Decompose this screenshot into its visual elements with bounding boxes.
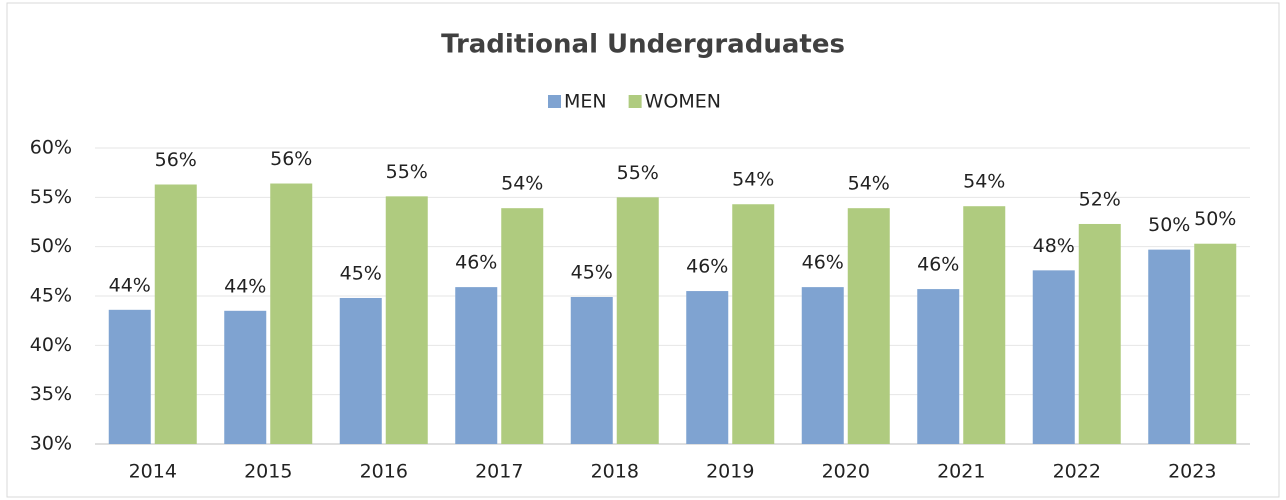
y-tick-label: 55% xyxy=(30,186,72,208)
bar xyxy=(847,208,890,444)
y-tick-label: 35% xyxy=(30,383,72,405)
x-tick-label: 2017 xyxy=(475,461,523,483)
x-tick-label: 2014 xyxy=(129,461,177,483)
y-tick-label: 50% xyxy=(30,235,72,257)
legend-swatch xyxy=(628,95,642,108)
value-label: 54% xyxy=(848,173,890,195)
value-label: 46% xyxy=(917,254,959,276)
bar xyxy=(801,287,844,444)
bar xyxy=(1032,270,1075,444)
bar xyxy=(154,184,197,445)
bar xyxy=(570,296,613,444)
value-label: 46% xyxy=(802,252,844,274)
value-label: 54% xyxy=(732,169,774,191)
value-label: 45% xyxy=(571,261,613,283)
value-label: 56% xyxy=(155,149,197,171)
y-tick-label: 40% xyxy=(30,334,72,356)
y-tick-label: 60% xyxy=(30,137,72,159)
value-label: 45% xyxy=(340,262,382,284)
y-tick-label: 30% xyxy=(30,433,72,455)
value-label: 48% xyxy=(1033,235,1075,257)
value-label: 50% xyxy=(1194,208,1236,230)
x-tick-label: 2020 xyxy=(822,461,870,483)
chart-title: Traditional Undergraduates xyxy=(441,30,845,60)
y-tick-label: 45% xyxy=(30,285,72,307)
bar xyxy=(501,208,544,444)
bar xyxy=(224,310,267,444)
x-tick-label: 2018 xyxy=(591,461,639,483)
value-label: 54% xyxy=(501,173,543,195)
value-label: 44% xyxy=(224,275,266,297)
bar xyxy=(339,297,382,444)
legend-label: WOMEN xyxy=(645,91,721,113)
x-tick-label: 2016 xyxy=(360,461,408,483)
bar xyxy=(963,206,1006,444)
value-label: 56% xyxy=(270,148,312,170)
bar xyxy=(1078,223,1121,444)
value-label: 46% xyxy=(686,256,728,278)
bar xyxy=(616,197,659,444)
bar xyxy=(1194,243,1237,444)
value-label: 55% xyxy=(386,161,428,183)
value-label: 54% xyxy=(963,171,1005,193)
x-tick-label: 2023 xyxy=(1168,461,1216,483)
bar xyxy=(686,291,729,444)
value-label: 46% xyxy=(455,252,497,274)
legend-label: MEN xyxy=(564,91,607,113)
x-tick-label: 2019 xyxy=(706,461,754,483)
bar xyxy=(917,289,960,444)
value-label: 50% xyxy=(1148,214,1190,236)
bar xyxy=(385,196,428,444)
legend-swatch xyxy=(548,95,561,108)
bar xyxy=(732,204,775,444)
x-tick-label: 2015 xyxy=(244,461,292,483)
value-label: 52% xyxy=(1079,188,1121,210)
x-tick-label: 2022 xyxy=(1053,461,1101,483)
bar xyxy=(455,287,498,444)
x-tick-label: 2021 xyxy=(937,461,985,483)
bar xyxy=(108,309,151,444)
bar xyxy=(270,183,313,444)
value-label: 55% xyxy=(617,162,659,184)
bar xyxy=(1148,249,1191,444)
value-label: 44% xyxy=(109,274,151,296)
